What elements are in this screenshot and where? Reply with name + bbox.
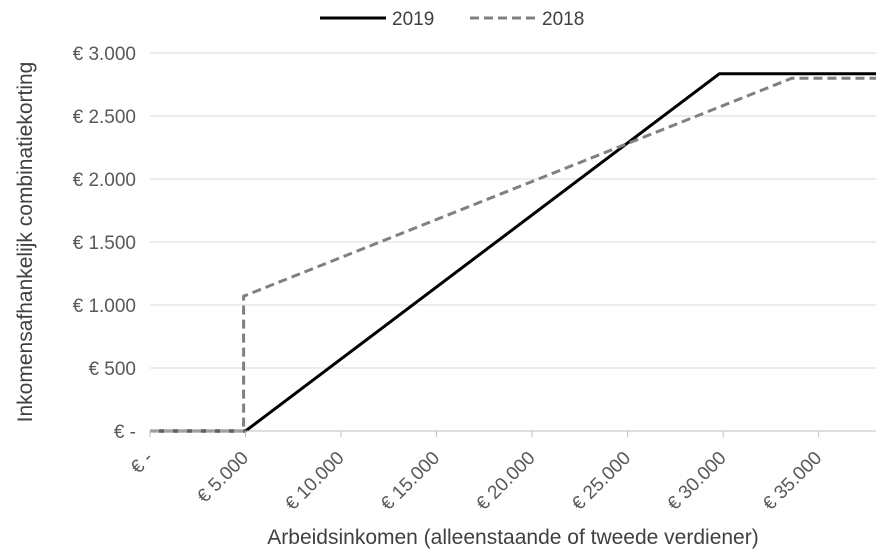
series-line-2018	[150, 76, 876, 433]
x-axis: € - € 5.000 € 10.000 € 15.000 € 20.000 € 25.0…	[127, 430, 876, 515]
gridlines	[150, 52, 876, 369]
y-tick-label: € 2.000	[73, 170, 136, 191]
x-tick-label: € 20.000	[472, 448, 539, 515]
x-axis-title: Arbeidsinkomen (alleenstaande of tweede …	[267, 526, 758, 549]
y-axis: € - € 500 € 1.000 € 1.500 € 2.000 € 2.500 € 3.…	[73, 44, 136, 443]
y-tick-label: € 1.500	[73, 233, 136, 254]
x-tick-label: € 10.000	[281, 448, 348, 515]
series-lines	[150, 72, 876, 433]
x-tick-label: € 15.000	[377, 448, 444, 515]
legend: 2019 2018	[320, 9, 584, 30]
series-line-2019	[150, 72, 876, 433]
y-tick-label: € -	[114, 422, 136, 443]
y-tick-label: € 500	[88, 359, 136, 380]
x-tick-label: € 25.000	[568, 448, 635, 515]
y-tick-label: € 3.000	[73, 44, 136, 65]
y-tick-label: € 1.000	[73, 296, 136, 317]
x-tick-label: € 30.000	[664, 448, 731, 515]
legend-label-2019: 2019	[392, 9, 434, 30]
x-tick-label: € 35.000	[759, 448, 826, 515]
legend-label-2018: 2018	[542, 9, 584, 30]
y-axis-title: Inkomensafhankelijk combinatiekorting	[14, 62, 37, 423]
x-tick-label: € 5.000	[193, 448, 253, 508]
x-tick-label: € -	[127, 448, 158, 479]
y-tick-label: € 2.500	[73, 107, 136, 128]
